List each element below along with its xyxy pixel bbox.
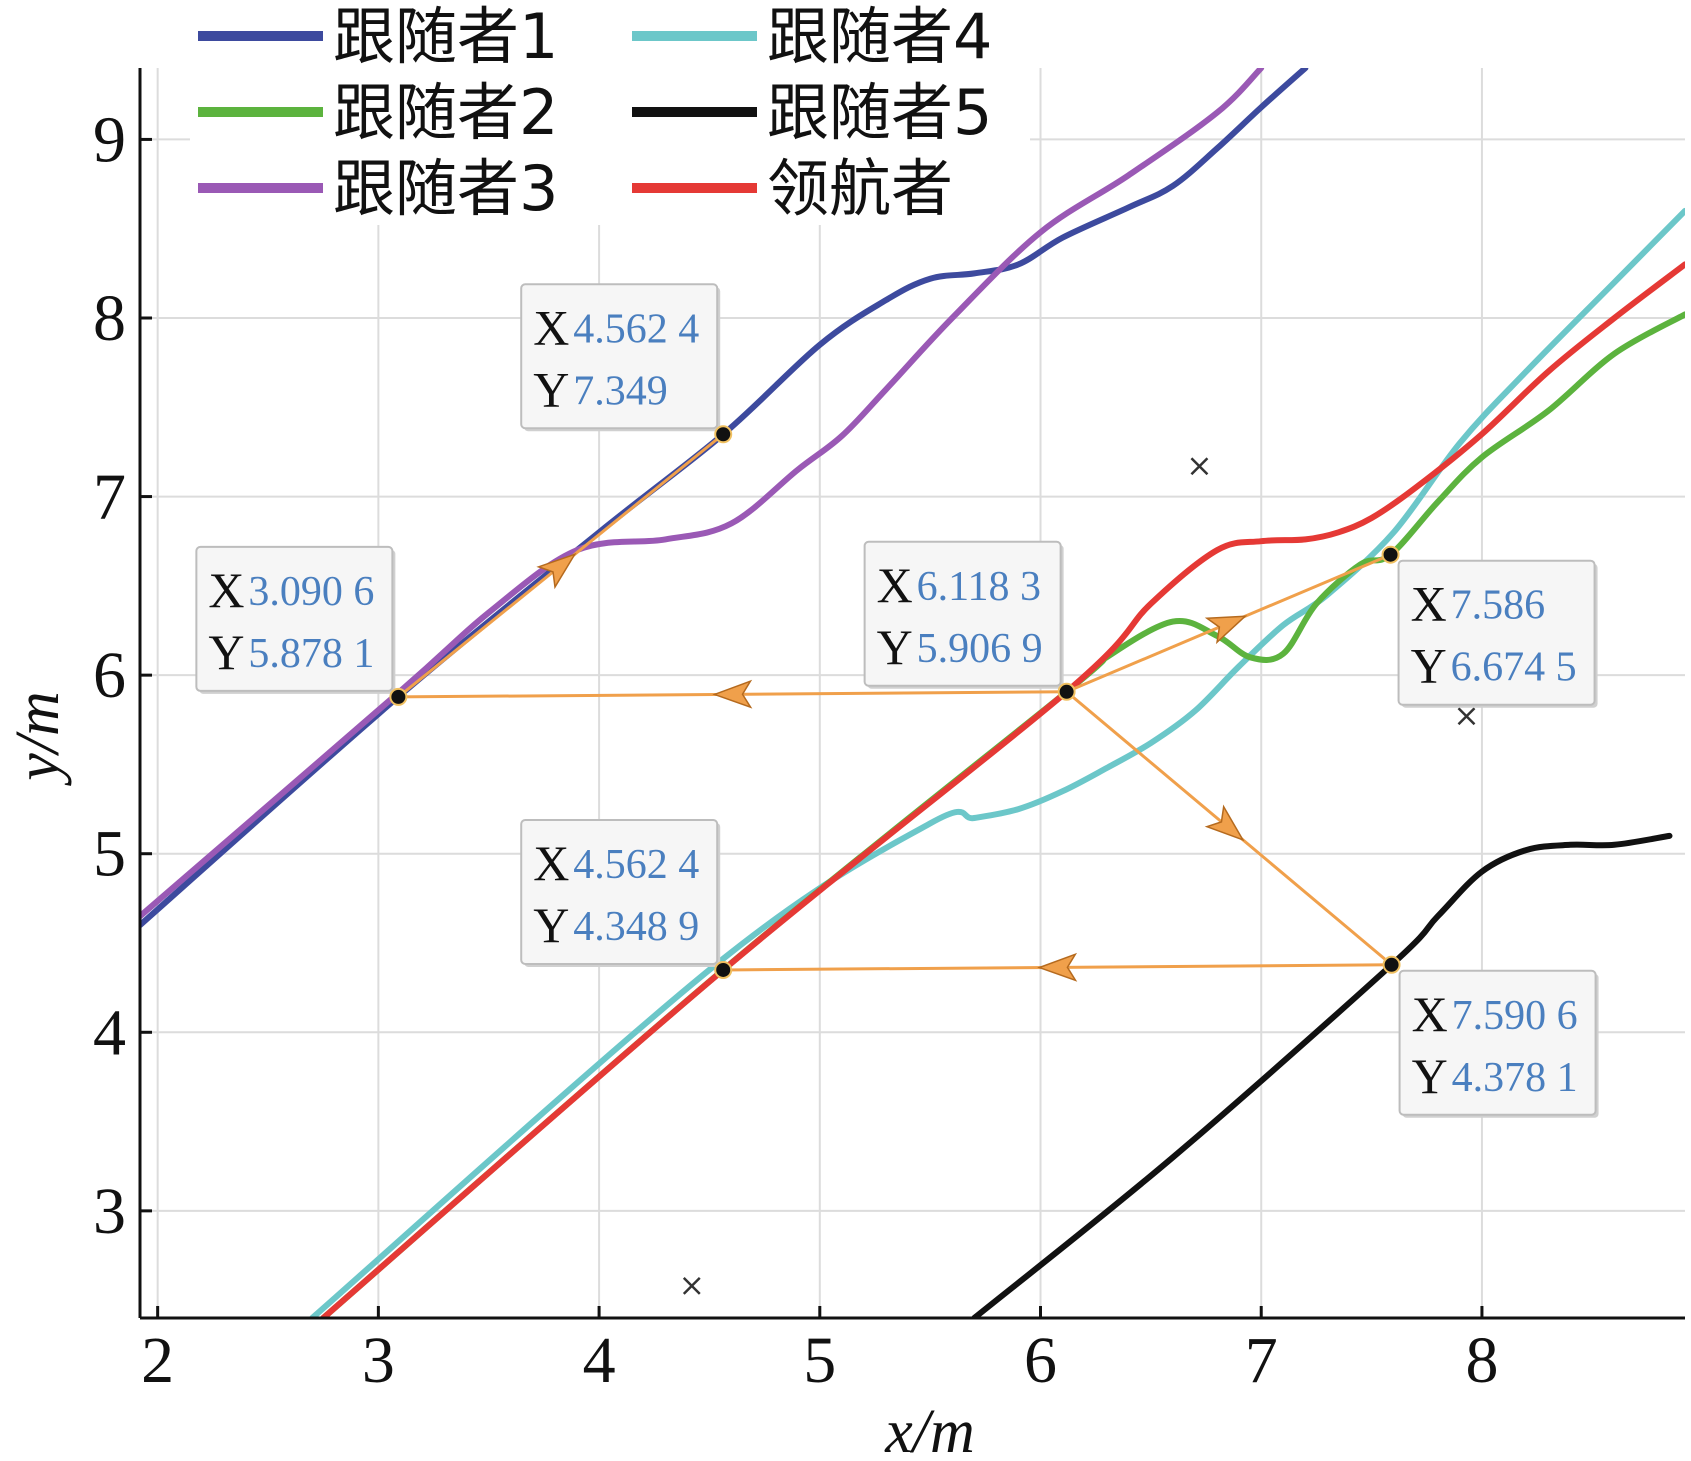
x-tick-label: 7 [1245,1324,1278,1397]
legend-entry[interactable]: 领航者 [632,152,953,225]
datatip-x-value: 6.118 3 [917,564,1041,610]
x-tick-label: 4 [583,1324,616,1397]
x-tick-label: 2 [141,1324,174,1397]
datatip[interactable]: X 4.562 4Y 4.348 9 [520,818,733,979]
formation-arrows [397,433,1393,982]
datatip-x-key: X [533,299,569,355]
legend-label: 跟随者5 [767,76,992,149]
series-line-3 [140,68,1265,920]
datatip-x-key: X [208,562,244,618]
datatip-y-key: Y [208,624,244,680]
datatip-x-key: X [877,557,913,613]
legend-entry[interactable]: 跟随者1 [198,0,558,73]
legend-entry[interactable]: 跟随者4 [632,0,992,73]
datatip-y-value: 7.349 [573,368,668,414]
y-tick-label: 4 [93,996,126,1069]
legend-background [190,0,1030,225]
x-tick-label: 6 [1024,1324,1057,1397]
datatip-x-value: 7.586 [1451,583,1546,629]
datatip-y-value: 5.878 1 [248,631,374,677]
formation-arrow [397,433,725,699]
datatip-x-key: X [1412,986,1448,1042]
y-tick-label: 6 [93,639,126,712]
datatip-point [714,425,733,444]
datatip[interactable]: X 6.118 3Y 5.906 9 [863,540,1076,701]
legend-label: 领航者 [767,152,953,225]
datatip-y-value: 4.378 1 [1452,1055,1578,1101]
datatip-y-value: 5.906 9 [917,626,1043,672]
y-tick-label: 8 [93,282,126,355]
legend-label: 跟随者2 [333,76,558,149]
datatip-point [1381,545,1400,564]
datatip[interactable]: X 4.562 4Y 7.349 [520,283,733,444]
x-marker [1190,457,1209,476]
legend-label: 跟随者4 [767,0,992,73]
datatip-x-value: 4.562 4 [573,842,699,888]
series-line-2 [320,311,1685,1318]
datatip[interactable]: X 7.590 6Y 4.378 1 [1382,955,1599,1118]
x-tick-label: 8 [1465,1324,1498,1397]
series-line-1 [140,68,1309,929]
datatip-y-key: Y [877,619,913,675]
formation-arrow [1066,553,1392,694]
axes: 2 3 4 5 6 7 8 3 4 5 6 7 8 9 [93,68,1685,1397]
x-marker [682,1276,701,1295]
legend: 跟随者1 跟随者4 跟随者2 跟随者5 跟随者3 领航者 [190,0,1030,225]
datatip-y-key: Y [533,897,569,953]
y-tick-label: 3 [93,1175,126,1248]
formation-arrow [398,679,1067,709]
x-tick-label: 3 [362,1324,395,1397]
datatip-x-key: X [533,835,569,891]
datatip[interactable]: X 3.090 6Y 5.878 1 [195,545,408,706]
datatip-x-value: 4.562 4 [573,306,699,352]
series-line-4 [309,207,1685,1318]
legend-entry[interactable]: 跟随者2 [198,76,558,149]
datatip-x-value: 7.590 6 [1452,993,1578,1039]
x-marker [1457,707,1476,726]
datatip-point [1057,682,1076,701]
datatip-x-value: 3.090 6 [248,569,374,615]
formation-arrow [1065,690,1393,966]
datatip-point [1382,955,1401,974]
legend-entry[interactable]: 跟随者3 [198,152,558,225]
y-tick-label: 7 [93,461,126,534]
formation-arrow [723,952,1392,982]
datatip-y-key: Y [533,361,569,417]
series-line-6 [320,261,1685,1318]
y-tick-label: 9 [93,103,126,176]
y-axis-title: y/m [4,691,72,787]
datatip-y-key: Y [1411,638,1447,694]
legend-entry[interactable]: 跟随者5 [632,76,992,149]
scatter-markers [682,457,1476,1295]
datatip-point [714,960,733,979]
datatip-x-key: X [1411,576,1447,632]
datatip-point [389,687,408,706]
x-axis-title: x/m [884,1398,975,1461]
datatip-y-value: 6.674 5 [1451,645,1577,691]
datatip-y-value: 4.348 9 [573,904,699,950]
x-tick-label: 5 [803,1324,836,1397]
legend-label: 跟随者1 [333,0,558,73]
y-tick-label: 5 [93,818,126,891]
datatip-y-key: Y [1412,1048,1448,1104]
series-lines [140,68,1685,1318]
series-line-5 [971,832,1673,1318]
legend-label: 跟随者3 [333,152,558,225]
